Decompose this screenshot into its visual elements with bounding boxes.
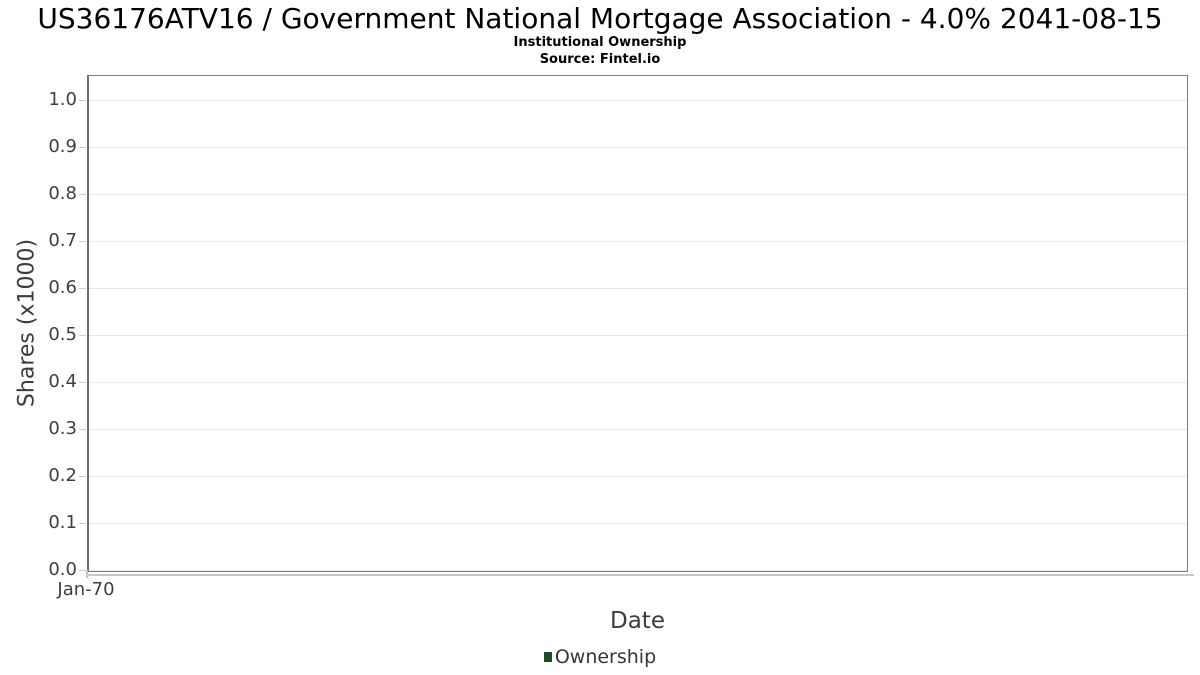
gridline: [89, 476, 1187, 477]
y-tick-mark: [79, 429, 86, 430]
y-tick-label: 0.3: [48, 418, 77, 439]
plot-area: [87, 75, 1188, 572]
x-axis-line: [87, 574, 1194, 576]
gridline: [89, 570, 1187, 571]
y-tick-label: 0.0: [48, 559, 77, 580]
gridline: [89, 147, 1187, 148]
chart-source: Source: Fintel.io: [539, 52, 661, 67]
gridline: [89, 523, 1187, 524]
y-tick-label: 0.8: [48, 183, 77, 204]
gridline: [89, 241, 1187, 242]
gridline: [89, 429, 1187, 430]
y-tick-label: 0.5: [48, 324, 77, 345]
x-tick-mark: [86, 570, 88, 578]
y-tick-mark: [79, 241, 86, 242]
y-tick-label: 1.0: [48, 89, 77, 110]
y-tick-mark: [79, 523, 86, 524]
x-tick-label: Jan-70: [57, 579, 115, 600]
chart-title: US36176ATV16 / Government National Mortg…: [37, 2, 1163, 35]
gridline: [89, 194, 1187, 195]
gridline: [89, 335, 1187, 336]
y-tick-label: 0.4: [48, 371, 77, 392]
y-tick-label: 0.7: [48, 230, 77, 251]
y-tick-mark: [79, 476, 86, 477]
y-tick-label: 0.1: [48, 512, 77, 533]
y-tick-mark: [79, 335, 86, 336]
legend-label: Ownership: [554, 646, 657, 668]
y-tick-mark: [79, 100, 86, 101]
y-tick-mark: [79, 194, 86, 195]
y-tick-mark: [79, 382, 86, 383]
legend-marker-icon: [543, 652, 552, 662]
chart-subtitle: Institutional Ownership: [513, 35, 687, 50]
y-tick-label: 0.9: [48, 136, 77, 157]
gridline: [89, 382, 1187, 383]
y-tick-mark: [79, 570, 86, 571]
y-tick-mark: [79, 288, 86, 289]
y-tick-label: 0.2: [48, 465, 77, 486]
legend-item-ownership[interactable]: Ownership: [0, 645, 1200, 669]
gridline: [89, 100, 1187, 101]
x-axis-title: Date: [610, 608, 665, 634]
gridline: [89, 288, 1187, 289]
y-tick-label: 0.6: [48, 277, 77, 298]
y-tick-mark: [79, 147, 86, 148]
